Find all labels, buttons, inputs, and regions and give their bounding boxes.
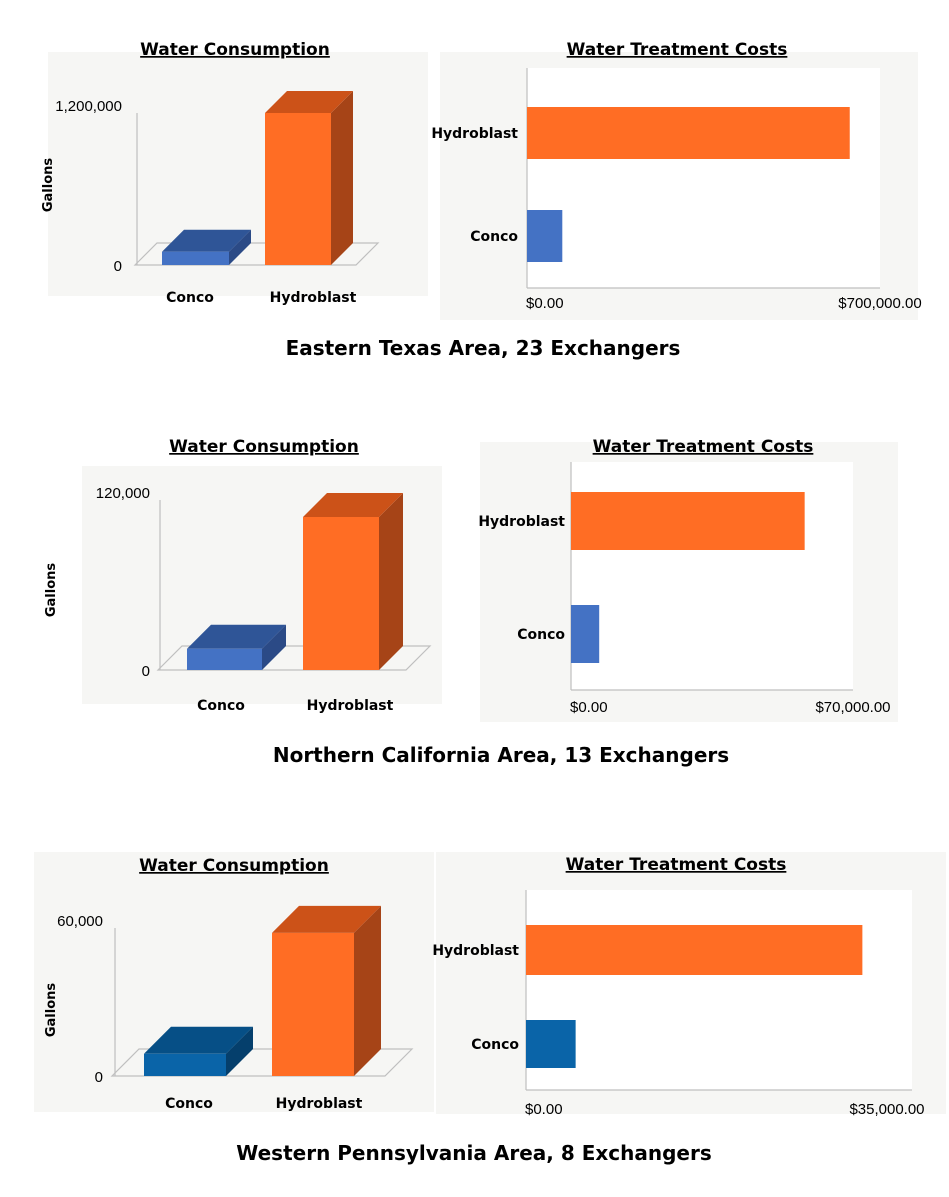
x-category-label: Hydroblast [276, 1096, 363, 1112]
chart-panel [48, 52, 428, 296]
y-tick-label: 120,000 [96, 485, 150, 502]
x-tick-label: $35,000.00 [849, 1101, 924, 1118]
bar-side [262, 624, 286, 670]
y-category-label: Hydroblast [431, 126, 518, 142]
y-category-label: Conco [470, 229, 518, 245]
bar-hydroblast [272, 905, 381, 1076]
bar-front [162, 251, 229, 265]
y-tick-label: 0 [114, 258, 122, 275]
water-treatment-costs-chart: Water Treatment Costs Hydroblast Conco $0.0… [478, 437, 898, 722]
y-tick-label: 0 [95, 1069, 103, 1086]
bar-top [272, 905, 381, 933]
y-category-label: Conco [517, 627, 565, 643]
bar-front [265, 113, 331, 265]
bar-conco [187, 624, 286, 670]
x-tick-label: $70,000.00 [815, 699, 890, 716]
y-tick-label: 1,200,000 [55, 98, 122, 115]
water-treatment-costs-chart: Water Treatment Costs Hydroblast Conco $0.0… [431, 40, 922, 320]
section-caption: Northern California Area, 13 Exchangers [273, 743, 729, 767]
y-category-label: Hydroblast [478, 514, 565, 530]
chart-title: Water Treatment Costs [593, 437, 814, 457]
plot-area [527, 68, 880, 288]
chart-title: Water Consumption [140, 40, 330, 60]
bar-conco [527, 210, 563, 262]
bar-hydroblast [265, 91, 353, 265]
chart-title: Water Treatment Costs [566, 855, 787, 875]
bar-front [187, 648, 262, 670]
x-tick-label: $0.00 [526, 295, 564, 312]
plot-area [526, 890, 912, 1090]
bar-conco [162, 229, 251, 265]
water-treatment-costs-chart: Water Treatment Costs Hydroblast Conco $0.0… [432, 852, 946, 1118]
y-tick-label: 0 [142, 663, 150, 680]
y-axis-label: Gallons [41, 158, 56, 213]
bar-hydroblast [527, 107, 850, 159]
bar-conco [571, 605, 600, 663]
water-consumption-chart: Water Consumption Gallons 0 1,200,000 Conco H… [41, 40, 428, 306]
x-category-label: Hydroblast [270, 290, 357, 306]
bar-side [226, 1026, 253, 1076]
x-category-label: Conco [166, 290, 214, 306]
x-tick-label: $0.00 [525, 1101, 563, 1118]
x-category-label: Conco [197, 698, 245, 714]
bar-hydroblast [303, 493, 403, 670]
water-consumption-chart: Water Consumption Gallons 0 120,000 Conco Hyd… [44, 437, 442, 714]
bar-front [144, 1053, 226, 1076]
x-tick-label: $0.00 [570, 699, 608, 716]
bar-top [265, 91, 353, 113]
y-axis-label: Gallons [44, 983, 59, 1038]
y-tick-label: 60,000 [57, 913, 103, 930]
bar-side [379, 493, 403, 670]
bar-side [331, 91, 353, 265]
bar-top [187, 624, 286, 649]
bar-hydroblast [526, 925, 863, 975]
bar-conco [144, 1026, 253, 1076]
bar-side [354, 905, 381, 1076]
x-tick-label: $700,000.00 [838, 295, 921, 312]
bar-front [303, 517, 379, 670]
bar-front [272, 932, 354, 1076]
x-category-label: Conco [165, 1096, 213, 1112]
water-consumption-chart: Water Consumption Gallons 0 60,000 Conco Hydr… [34, 852, 434, 1112]
y-category-label: Hydroblast [432, 943, 519, 959]
bar-hydroblast [571, 492, 805, 550]
bar-side [229, 229, 251, 265]
y-axis-label: Gallons [44, 563, 59, 618]
y-category-label: Conco [471, 1037, 519, 1053]
bar-top [303, 493, 403, 517]
bar-top [162, 229, 251, 252]
section-caption: Western Pennsylvania Area, 8 Exchangers [236, 1141, 711, 1165]
x-category-label: Hydroblast [307, 698, 394, 714]
section-caption: Eastern Texas Area, 23 Exchangers [286, 336, 681, 360]
bar-conco [526, 1020, 576, 1068]
chart-title: Water Consumption [139, 856, 329, 876]
chart-title: Water Treatment Costs [567, 40, 788, 60]
chart-title: Water Consumption [169, 437, 359, 457]
bar-top [144, 1026, 253, 1054]
